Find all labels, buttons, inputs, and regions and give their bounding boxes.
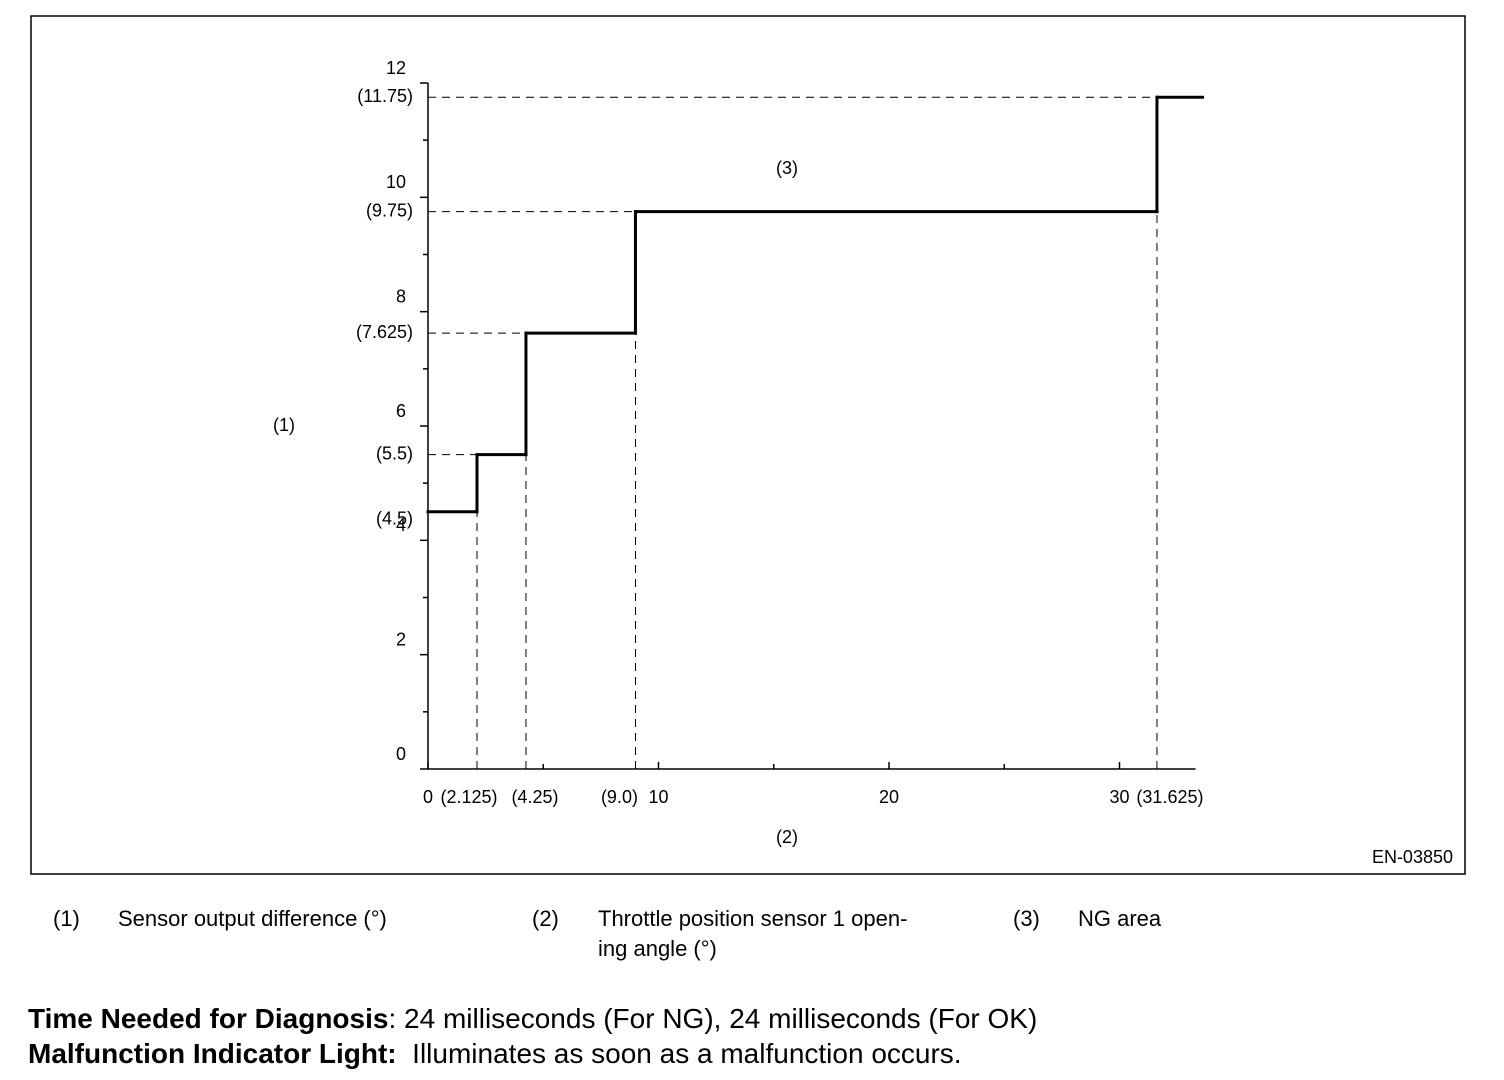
y-tick-label: 4	[396, 515, 406, 535]
footer-line: Malfunction Indicator Light: Illuminates…	[28, 1038, 962, 1070]
y-marker-label: (11.75)	[357, 86, 413, 106]
footer-label: Time Needed for Diagnosis	[28, 1003, 389, 1034]
y-marker-label: (7.625)	[356, 322, 413, 342]
y-marker-label: (9.75)	[366, 200, 413, 220]
note-key: (2)	[532, 906, 559, 931]
footer-line: Time Needed for Diagnosis: 24 millisecon…	[28, 1003, 1037, 1035]
note-key: (3)	[1013, 906, 1040, 931]
footer-label: Malfunction Indicator Light:	[28, 1038, 397, 1069]
note-text: Sensor output difference (°)	[118, 906, 387, 931]
footer-text: : 24 milliseconds (For NG), 24 milliseco…	[388, 1003, 1038, 1034]
x-marker-label: (31.625)	[1136, 787, 1203, 807]
x-axis-label: (2)	[776, 827, 798, 847]
y-tick-label: 8	[396, 286, 406, 306]
x-marker-label: (2.125)	[440, 787, 497, 807]
note-text: Throttle position sensor 1 open-	[598, 906, 908, 931]
figure-id: EN-03850	[1372, 847, 1453, 867]
x-tick-label: 0	[423, 787, 433, 807]
note-text: NG area	[1078, 906, 1162, 931]
note-key: (1)	[53, 906, 80, 931]
y-tick-label: 0	[396, 744, 406, 764]
y-tick-label: 6	[396, 401, 406, 421]
y-marker-label: (5.5)	[376, 443, 413, 463]
x-marker-label: (9.0)	[601, 787, 638, 807]
y-marker-label: (4.5)	[376, 509, 413, 529]
note-text: ing angle (°)	[598, 936, 717, 961]
y-tick-label: 10	[386, 172, 406, 192]
x-tick-label: 10	[648, 787, 668, 807]
y-axis-label: (1)	[273, 415, 295, 435]
frame	[30, 15, 1466, 875]
x-tick-label: 20	[879, 787, 899, 807]
y-tick-label: 12	[386, 58, 406, 78]
x-marker-label: (4.25)	[511, 787, 558, 807]
y-tick-label: 2	[396, 629, 406, 649]
x-tick-label: 30	[1109, 787, 1129, 807]
footer-text: Illuminates as soon as a malfunction occ…	[396, 1038, 962, 1069]
area-annotation: (3)	[776, 158, 798, 178]
